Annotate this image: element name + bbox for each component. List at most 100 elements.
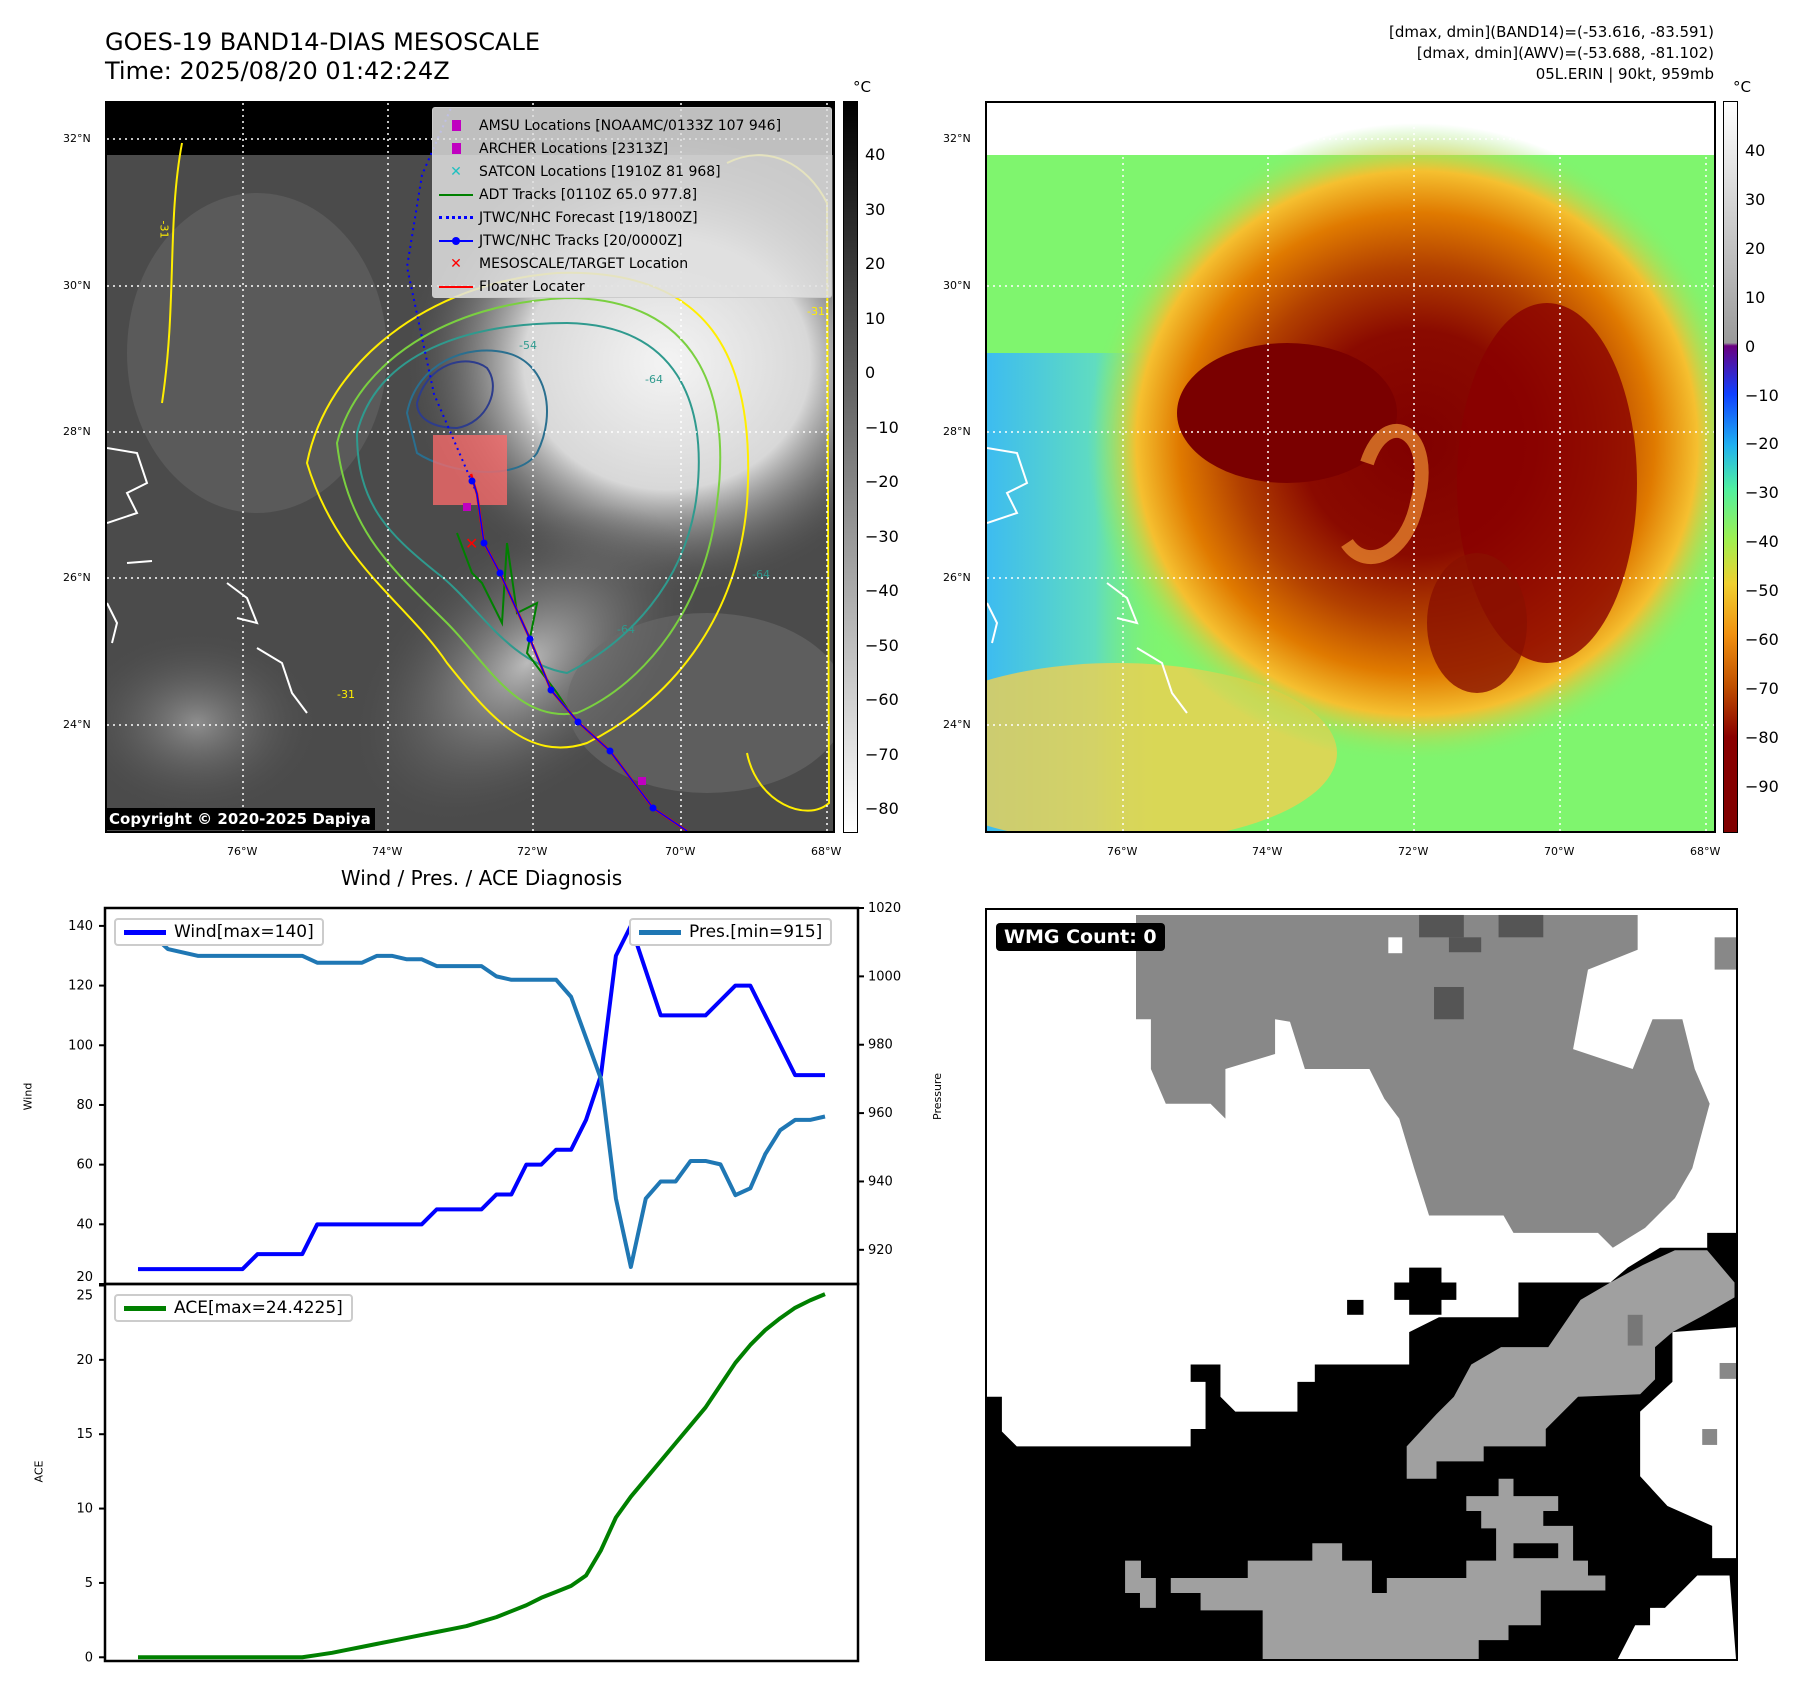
line-marker-icon <box>433 193 479 196</box>
wind-legend: Wind[max=140] <box>114 918 324 946</box>
contour-label: -64 <box>645 373 663 386</box>
y-tick-label: 100 <box>68 1038 93 1053</box>
colorbar-tick: 40 <box>865 145 886 164</box>
y2-tick-label: 920 <box>868 1243 893 1258</box>
ace-legend-label: ACE[max=24.4225] <box>174 1298 343 1318</box>
colorbar-tick: 30 <box>1745 189 1766 209</box>
lat-label: 30°N <box>943 279 971 292</box>
colorbar-tick: −60 <box>865 690 899 709</box>
legend-label: ARCHER Locations [2313Z] <box>479 140 669 157</box>
lat-label: 32°N <box>943 132 971 145</box>
contour-label: -31 <box>337 688 355 701</box>
y2-tick-label: 980 <box>868 1038 893 1053</box>
pressure-legend-label: Pres.[min=915] <box>689 922 823 942</box>
colorbar-tick: 20 <box>865 254 886 273</box>
awv-range: [dmax, dmin](AWV)=(-53.688, -81.102) <box>1416 44 1714 62</box>
wmg-mask-image <box>987 910 1736 1659</box>
colorbar-tick: 30 <box>865 199 886 219</box>
lon-label: 72°W <box>517 845 548 858</box>
colorbar-tick: 0 <box>1745 336 1756 356</box>
ace-axis-label: ACE <box>32 1460 46 1483</box>
figure-title: GOES-19 BAND14-DIAS MESOSCALE Time: 2025… <box>105 28 540 86</box>
legend-item: ✕ MESOSCALE/TARGET Location <box>433 252 688 275</box>
colorbar-tick: −40 <box>1745 532 1779 552</box>
wind-legend-swatch <box>124 929 166 935</box>
y-tick-label: 25 <box>76 1288 93 1303</box>
colorbar-tick: 40 <box>1745 141 1766 160</box>
ace-legend: ACE[max=24.4225] <box>114 1294 353 1322</box>
legend-label: SATCON Locations [1910Z 81 968] <box>479 163 721 180</box>
colorbar-tick: −30 <box>1745 483 1779 503</box>
contour-label: -64 <box>617 623 635 636</box>
colorbar-tick: −10 <box>865 417 899 437</box>
colorbar-tick: −90 <box>1745 776 1779 796</box>
colorbar-tick: −60 <box>1745 630 1779 649</box>
y-tick-label: 60 <box>76 1158 93 1173</box>
x-marker-icon: ✕ <box>450 255 462 272</box>
colorbar-tick: 20 <box>1745 238 1766 258</box>
colorbar-unit: °C <box>853 78 871 96</box>
colorbar-tick: −70 <box>1745 678 1779 698</box>
lat-label: 26°N <box>943 571 971 584</box>
square-marker-icon <box>433 120 479 131</box>
y-tick-label: 20 <box>76 1353 93 1368</box>
y-tick-label: 0 <box>85 1650 93 1665</box>
legend-item: ADT Tracks [0110Z 65.0 977.8] <box>433 183 697 206</box>
map-legend: AMSU Locations [NOAAMC/0133Z 107 946] ARC… <box>432 107 832 298</box>
lon-label: 76°W <box>227 845 258 858</box>
diagnosis-chart: 2040608010012014092094096098010001020051… <box>68 901 901 1665</box>
lat-label: 28°N <box>943 425 971 438</box>
lon-label: 68°W <box>811 845 842 858</box>
wmg-map <box>985 908 1738 1661</box>
colorbar-tick: −70 <box>865 744 899 764</box>
y-tick-label: 120 <box>68 979 93 994</box>
colorbar-tick: 10 <box>1745 287 1766 307</box>
y-tick-label: 20 <box>76 1270 93 1285</box>
awv-map <box>985 101 1716 833</box>
x-marker-icon: ✕ <box>450 163 462 180</box>
legend-item: JTWC/NHC Forecast [19/1800Z] <box>433 206 698 229</box>
ace-legend-swatch <box>124 1305 166 1311</box>
contour-label: -31 <box>807 305 825 318</box>
legend-label: ADT Tracks [0110Z 65.0 977.8] <box>479 186 698 203</box>
ace-axes <box>103 1282 860 1663</box>
y-tick-label: 40 <box>76 1217 93 1232</box>
contour-label: -54 <box>519 339 537 352</box>
legend-item: Floater Locater <box>433 275 585 298</box>
title-time: Time: 2025/08/20 01:42:24Z <box>105 57 450 85</box>
lon-label: 72°W <box>1398 845 1429 858</box>
legend-label: AMSU Locations [NOAAMC/0133Z 107 946] <box>479 117 782 134</box>
square-marker-icon <box>433 143 479 154</box>
y2-tick-label: 1020 <box>868 901 901 916</box>
lat-label: 26°N <box>63 571 91 584</box>
colorbar-tick: −10 <box>1745 385 1779 405</box>
y2-tick-label: 960 <box>868 1106 893 1121</box>
awv-colorbar <box>1723 101 1738 833</box>
contour-label: -64 <box>752 568 770 581</box>
legend-label: JTWC/NHC Forecast [19/1800Z] <box>479 209 698 226</box>
legend-item: ARCHER Locations [2313Z] <box>433 137 668 160</box>
colorbar-tick: −20 <box>1745 434 1779 454</box>
lat-label: 24°N <box>63 718 91 731</box>
pressure-legend: Pres.[min=915] <box>629 918 833 946</box>
wmg-count-label: WMG Count: 0 <box>996 923 1165 951</box>
pressure-legend-swatch <box>639 929 681 935</box>
lon-label: 76°W <box>1107 845 1138 858</box>
band14-range: [dmax, dmin](BAND14)=(-53.616, -83.591) <box>1389 23 1714 41</box>
copyright-label: Copyright © 2020-2025 Dapiya <box>105 808 375 830</box>
lat-label: 28°N <box>63 425 91 438</box>
colorbar-tick: −40 <box>865 581 899 600</box>
title-product: GOES-19 BAND14-DIAS MESOSCALE <box>105 28 541 56</box>
wind-line <box>138 923 825 1272</box>
y2-tick-label: 940 <box>868 1174 893 1189</box>
y2-tick-label: 1000 <box>868 969 901 984</box>
awv-map-image <box>987 103 1714 831</box>
ir-colorbar <box>843 101 858 833</box>
storm-info: 05L.ERIN | 90kt, 959mb <box>1535 65 1714 83</box>
lon-label: 70°W <box>665 845 696 858</box>
wind-legend-label: Wind[max=140] <box>174 922 314 942</box>
colorbar-tick: −80 <box>1745 727 1779 747</box>
y-tick-label: 140 <box>68 919 93 934</box>
colorbar-tick: 0 <box>865 363 876 382</box>
line-marker-icon <box>433 285 479 288</box>
